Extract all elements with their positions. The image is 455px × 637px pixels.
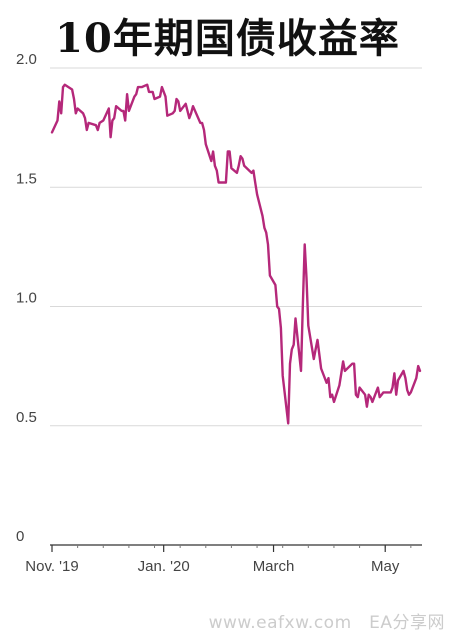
x-tick-label: May <box>371 558 400 575</box>
y-tick-label: 0.5 <box>16 409 37 426</box>
y-tick-label: 1.0 <box>16 290 37 307</box>
y-axis-tick-labels: 0 0.5 1.0 1.5 2.0 <box>16 51 37 545</box>
gridlines <box>50 67 422 427</box>
x-axis: Nov. '19 Jan. '20 March May <box>25 544 422 575</box>
chart-title: 10年期国债收益率 <box>55 15 400 62</box>
x-tick-label: Jan. '20 <box>138 558 190 575</box>
y-tick-label: 2.0 <box>16 51 37 68</box>
watermark-text: www.eafxw.com EA分享网 <box>208 613 445 633</box>
series-layer <box>50 83 422 425</box>
x-tick-label: March <box>253 558 295 575</box>
y-tick-label: 1.5 <box>16 170 37 187</box>
series-line <box>50 83 422 425</box>
x-tick-label: Nov. '19 <box>25 558 78 575</box>
y-tick-label: 0 <box>16 528 24 545</box>
